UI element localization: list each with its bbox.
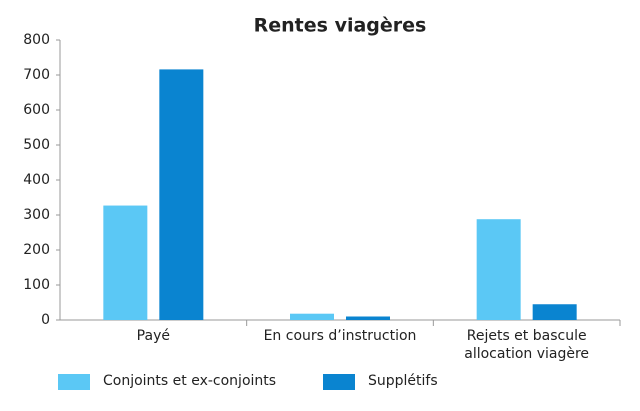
bar bbox=[103, 205, 148, 320]
legend-label: Supplétifs bbox=[368, 373, 438, 389]
bar bbox=[346, 316, 390, 320]
y-tick-label: 400 bbox=[23, 172, 50, 188]
y-tick-label: 300 bbox=[23, 207, 50, 223]
chart-title: Rentes viagères bbox=[254, 15, 427, 37]
x-tick-label: En cours d’instruction bbox=[263, 328, 417, 344]
y-tick-label: 800 bbox=[23, 32, 50, 48]
bar bbox=[290, 313, 334, 320]
bar bbox=[532, 304, 577, 320]
y-tick-label: 600 bbox=[23, 102, 50, 118]
bar bbox=[159, 69, 204, 321]
y-tick-label: 100 bbox=[23, 277, 50, 293]
bar bbox=[476, 219, 521, 320]
x-tick-label: Rejets et bascule allocation viagère bbox=[464, 328, 590, 362]
legend-swatch bbox=[323, 374, 355, 390]
y-tick-label: 500 bbox=[23, 137, 50, 153]
legend-swatch bbox=[58, 374, 90, 390]
x-tick-label: Payé bbox=[136, 328, 170, 344]
y-tick-label: 700 bbox=[23, 67, 50, 83]
y-tick-label: 200 bbox=[23, 242, 50, 258]
legend-label: Conjoints et ex-conjoints bbox=[103, 373, 277, 389]
y-tick-label: 0 bbox=[41, 312, 50, 328]
